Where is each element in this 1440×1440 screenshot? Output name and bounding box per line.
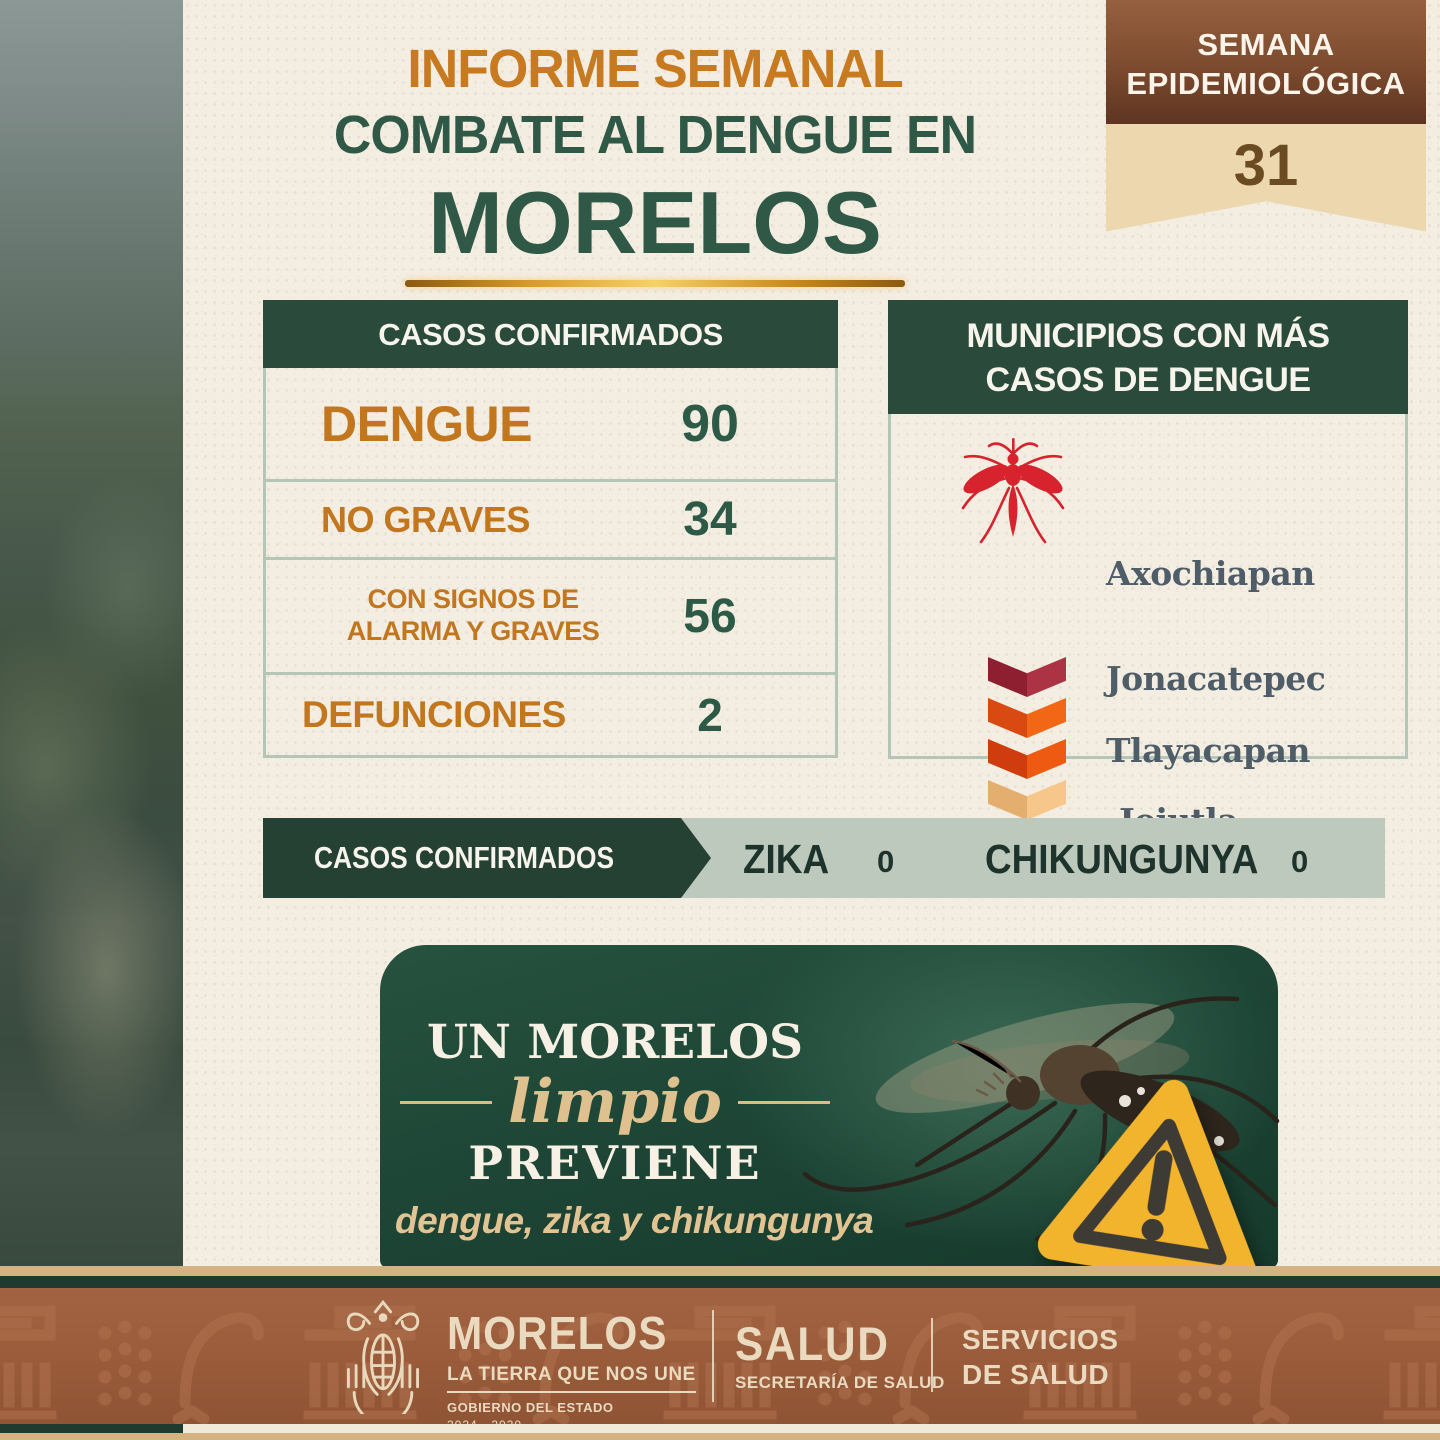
row-value: 34 [683, 493, 737, 546]
chevron-icon [988, 739, 1066, 780]
footer-tan-line [0, 1266, 1440, 1276]
row-value: 90 [681, 394, 739, 453]
row-value: 2 [697, 689, 723, 741]
footer-divider [712, 1310, 714, 1402]
title-line1: INFORME SEMANAL [407, 39, 903, 99]
table-row: DENGUE 90 [266, 368, 835, 482]
landscape-photo-strip [0, 0, 183, 1278]
gold-underline [405, 280, 905, 287]
zika-label: ZIKA [743, 836, 830, 882]
ribbon-arrow: CASOS CONFIRMADOS [263, 818, 711, 898]
municipios-body: Axochiapan Jonacatepec Tlayacapan Jojutl… [888, 414, 1408, 862]
bottom-green-segment [0, 1424, 183, 1433]
gobierno-label: GOBIERNO DEL ESTADO [447, 1400, 614, 1415]
confirmed-cases-header: CASOS CONFIRMADOS [263, 300, 838, 368]
morelos-emblem [346, 1299, 420, 1414]
zika-value: 0 [877, 844, 895, 879]
morelos-title: MORELOS [447, 1307, 668, 1359]
confirmed-cases-table: DENGUE 90 NO GRAVES 34 CON SIGNOS DE ALA… [263, 368, 838, 758]
morelos-wordmark: MORELOS LA TIERRA QUE NOS UNE GOBIERNO D… [447, 1306, 696, 1432]
salud-title: SALUD [735, 1317, 890, 1370]
prevention-banner: UN MORELOS limpio PREVIENE dengue, zika … [380, 945, 1280, 1290]
municipios-header-line2: CASOS DE DENGUE [985, 361, 1312, 400]
promo-line1: UN MORELOS [426, 1015, 804, 1070]
chevron-icon [988, 657, 1066, 698]
decorative-line [737, 1100, 830, 1104]
servicios-wordmark: SERVICIOS DE SALUD [962, 1322, 1118, 1392]
prevention-text: UN MORELOS limpio PREVIENE dengue, zika … [395, 945, 874, 1242]
bottom-cream-segment [183, 1424, 1440, 1433]
chikungunya-label: CHIKUNGUNYA [985, 836, 1259, 882]
title-line3: MORELOS [428, 173, 882, 272]
chevron-icon [988, 780, 1066, 821]
week-number: 31 [1233, 132, 1299, 198]
table-row: DEFUNCIONES 2 [266, 675, 835, 755]
zika-chik-ribbon: CASOS CONFIRMADOS ZIKA 0 CHIKUNGUNYA 0 [263, 818, 1385, 898]
row-label: DENGUE [321, 395, 532, 452]
promo-line4: dengue, zika y chikungunya [395, 1200, 874, 1241]
salud-wordmark: SALUD SECRETARÍA DE SALUD [735, 1316, 945, 1393]
chikungunya-value: 0 [1291, 844, 1309, 879]
confirmed-cases-panel: CASOS CONFIRMADOS DENGUE 90 NO GRAVES 34… [263, 300, 838, 758]
municipios-panel: MUNICIPIOS CON MÁS CASOS DE DENGUE [888, 300, 1408, 862]
municipios-header-line1: MUNICIPIOS CON MÁS [966, 317, 1330, 355]
ribbon-label: CASOS CONFIRMADOS [314, 840, 615, 875]
municipios-header: MUNICIPIOS CON MÁS CASOS DE DENGUE [888, 300, 1408, 415]
list-item-municipio: Jonacatepec [1106, 659, 1326, 699]
list-item-municipio: Axochiapan [1106, 554, 1315, 594]
table-row: CON SIGNOS DE ALARMA Y GRAVES 56 [266, 560, 835, 675]
morelos-tagline: LA TIERRA QUE NOS UNE [447, 1364, 696, 1393]
promo-line3: PREVIENE [468, 1136, 762, 1190]
badge-line2: EPIDEMIOLÓGICA [1126, 65, 1406, 101]
greca-pattern [0, 1288, 1440, 1424]
week-badge: SEMANA EPIDEMIOLÓGICA 31 [1106, 0, 1426, 232]
promo-line2: limpio [508, 1067, 722, 1137]
row-label: DEFUNCIONES [302, 694, 566, 735]
servicios-line2: DE SALUD [962, 1359, 1110, 1390]
title-line2: COMBATE AL DENGUE EN [333, 105, 977, 165]
footer-divider [931, 1318, 933, 1392]
row-label: CON SIGNOS DE ALARMA Y GRAVES [346, 584, 600, 646]
table-row: NO GRAVES 34 [266, 482, 835, 560]
mosquito-icon [961, 438, 1065, 544]
decorative-line [400, 1100, 493, 1104]
list-item-municipio: Tlayacapan [1106, 731, 1310, 771]
chevron-icon [988, 698, 1066, 739]
promo-line2-row: limpio [395, 1072, 835, 1132]
servicios-line1: SERVICIOS [962, 1324, 1119, 1355]
badge-line1: SEMANA [1197, 27, 1335, 62]
salud-subtitle: SECRETARÍA DE SALUD [735, 1373, 945, 1392]
bottom-tan-band [0, 1433, 1440, 1440]
warning-triangle-icon [1037, 1079, 1258, 1290]
footer-green-line [0, 1276, 1440, 1288]
row-label: NO GRAVES [321, 498, 530, 540]
footer-band [0, 1288, 1440, 1424]
page-title: INFORME SEMANAL COMBATE AL DENGUE EN MOR… [185, 38, 1125, 287]
week-badge-title: SEMANA EPIDEMIOLÓGICA [1106, 0, 1426, 124]
row-value: 56 [683, 589, 737, 643]
week-badge-ribbon: 31 [1106, 123, 1426, 232]
